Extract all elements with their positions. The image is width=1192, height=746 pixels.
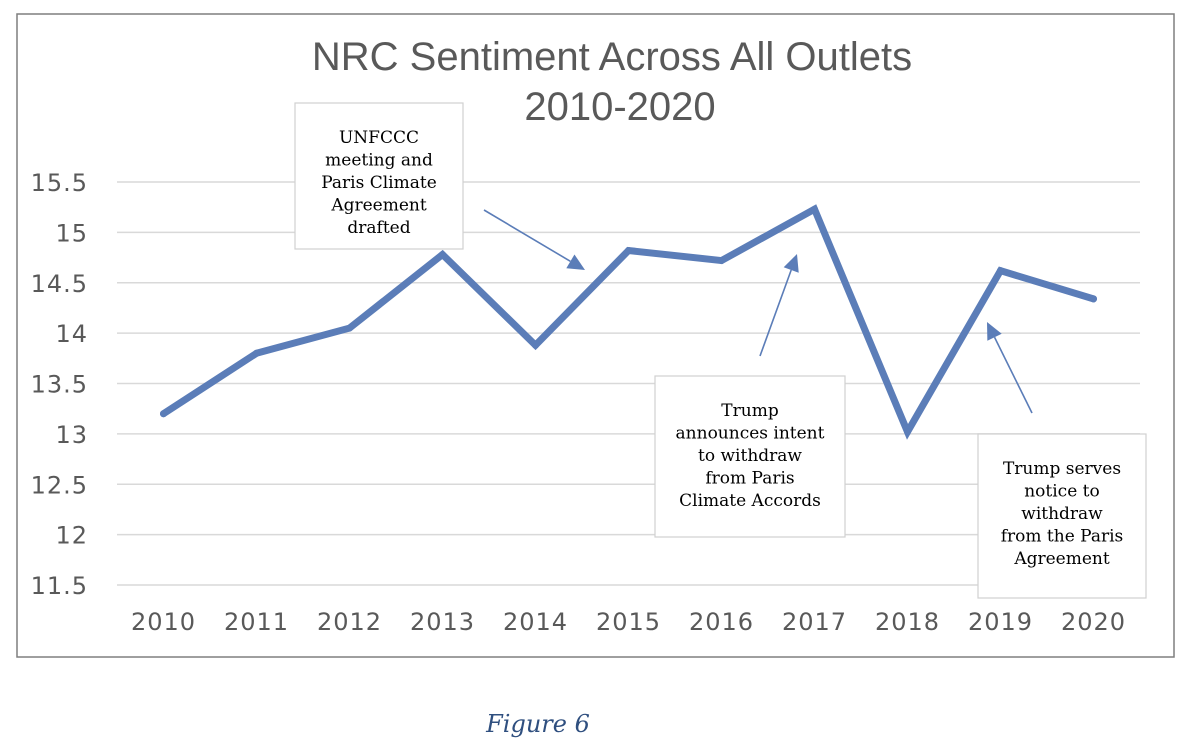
x-tick-label: 2013: [410, 608, 475, 636]
data-point: [160, 410, 167, 418]
annotation-text: notice to: [1024, 482, 1100, 502]
annotation-box: [977, 433, 1147, 599]
y-axis: 11.5 12 12.5 13 13.5 14 14.5 15 15.5: [31, 169, 88, 600]
annotation-text: from Paris: [705, 469, 794, 489]
data-point: [1090, 295, 1097, 303]
annotation-arrow: [759, 269, 792, 357]
annotation-text: Climate Accords: [679, 491, 821, 511]
series-line: [160, 204, 1097, 440]
annotation-text: Trump: [721, 401, 779, 421]
annotation-text: withdraw: [1021, 504, 1103, 524]
x-tick-label: 2017: [782, 608, 847, 636]
annotation-text: drafted: [347, 218, 410, 238]
annotation-text: to withdraw: [698, 446, 802, 466]
y-tick-label: 15: [55, 219, 88, 247]
x-tick-label: 2020: [1061, 608, 1126, 636]
annotation-text: Agreement: [330, 196, 427, 216]
gridlines: [117, 181, 1140, 586]
annotation-text: Trump serves: [1003, 459, 1121, 479]
x-tick-label: 2011: [224, 608, 289, 636]
data-point: [253, 349, 260, 357]
annotation-arrowhead: [783, 254, 799, 273]
y-tick-label: 13: [55, 421, 88, 449]
annotation-text: announces intent: [676, 424, 825, 444]
annotation-text: from the Paris: [1001, 527, 1124, 547]
annotation-text: meeting and: [325, 151, 433, 171]
data-point: [904, 428, 911, 436]
annotation-box: [654, 375, 846, 538]
annotation-box: [294, 102, 464, 250]
annotation-arrow: [993, 336, 1033, 414]
data-point: [346, 324, 353, 332]
x-axis: 2010 2011 2012 2013 2014 2015 2016 2017 2018 2019…: [131, 608, 1126, 636]
x-tick-label: 2016: [689, 608, 754, 636]
x-tick-label: 2014: [503, 608, 568, 636]
chart-title-line-1: NRC Sentiment Across All Outlets: [312, 35, 912, 79]
x-tick-label: 2010: [131, 608, 196, 636]
y-tick-label: 14: [55, 320, 88, 348]
x-tick-label: 2018: [875, 608, 940, 636]
annotation-arrowhead: [987, 322, 1002, 341]
y-tick-label: 13.5: [31, 371, 88, 399]
annotation-arrowhead: [566, 254, 585, 270]
annotation-text: Agreement: [1013, 549, 1110, 569]
data-point: [811, 205, 818, 213]
data-point: [439, 251, 446, 259]
annotation-text: UNFCCC: [339, 128, 419, 148]
y-tick-label: 14.5: [31, 270, 88, 298]
data-point: [997, 267, 1004, 275]
data-point: [532, 341, 539, 349]
annotation-text: Paris Climate: [321, 173, 437, 193]
y-tick-label: 15.5: [31, 169, 88, 197]
chart-title-line-2: 2010-2020: [524, 85, 715, 129]
x-tick-label: 2012: [317, 608, 382, 636]
x-tick-label: 2015: [596, 608, 661, 636]
y-tick-label: 12: [55, 522, 88, 550]
y-tick-label: 11.5: [31, 572, 88, 600]
data-point: [718, 257, 725, 265]
figure-caption: Figure 6: [485, 710, 590, 738]
x-tick-label: 2019: [968, 608, 1033, 636]
annotation-arrow: [483, 209, 571, 263]
y-tick-label: 12.5: [31, 471, 88, 499]
data-point: [625, 247, 632, 255]
